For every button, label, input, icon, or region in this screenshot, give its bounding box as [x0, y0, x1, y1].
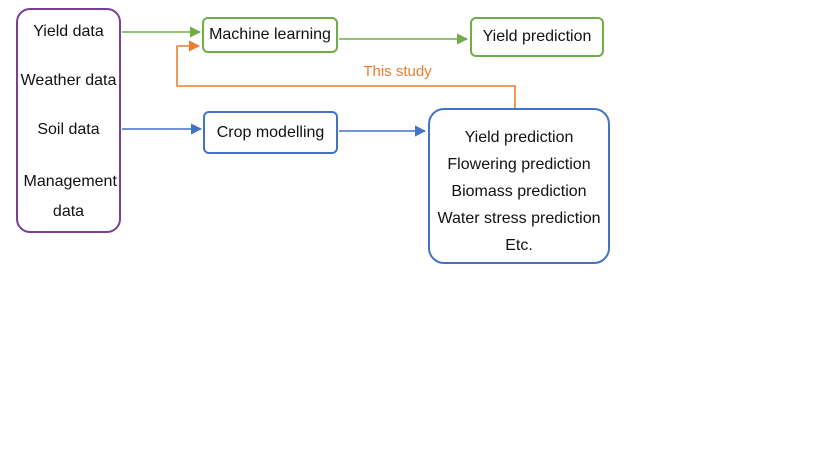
yield-prediction-box: Yield prediction — [470, 17, 604, 57]
output-item-etc: Etc. — [505, 237, 533, 254]
input-item-soil-data: Soil data — [37, 121, 100, 139]
input-data-box: Yield data Weather data Soil data Manage… — [16, 8, 121, 233]
crop-modelling-label: Crop modelling — [216, 123, 325, 141]
input-item-yield-data: Yield data — [33, 23, 104, 40]
machine-learning-box: Machine learning — [202, 17, 338, 53]
output-item-flowering-prediction: Flowering prediction — [447, 156, 591, 173]
arrow-this-study-feedback — [176, 40, 516, 108]
input-item-management-data: Management data — [23, 173, 117, 221]
crop-modelling-box: Crop modelling — [203, 111, 338, 154]
yield-prediction-label: Yield prediction — [482, 28, 592, 46]
machine-learning-label: Machine learning — [209, 26, 331, 44]
input-item-weather-data: Weather data — [20, 72, 117, 89]
this-study-label: This study — [363, 63, 432, 80]
crop-model-outputs-box: Yield prediction Flowering prediction Bi… — [428, 108, 610, 264]
output-item-biomass-prediction: Biomass prediction — [451, 183, 587, 200]
output-item-water-stress-prediction: Water stress prediction — [437, 210, 601, 227]
output-item-yield-prediction: Yield prediction — [464, 129, 574, 146]
